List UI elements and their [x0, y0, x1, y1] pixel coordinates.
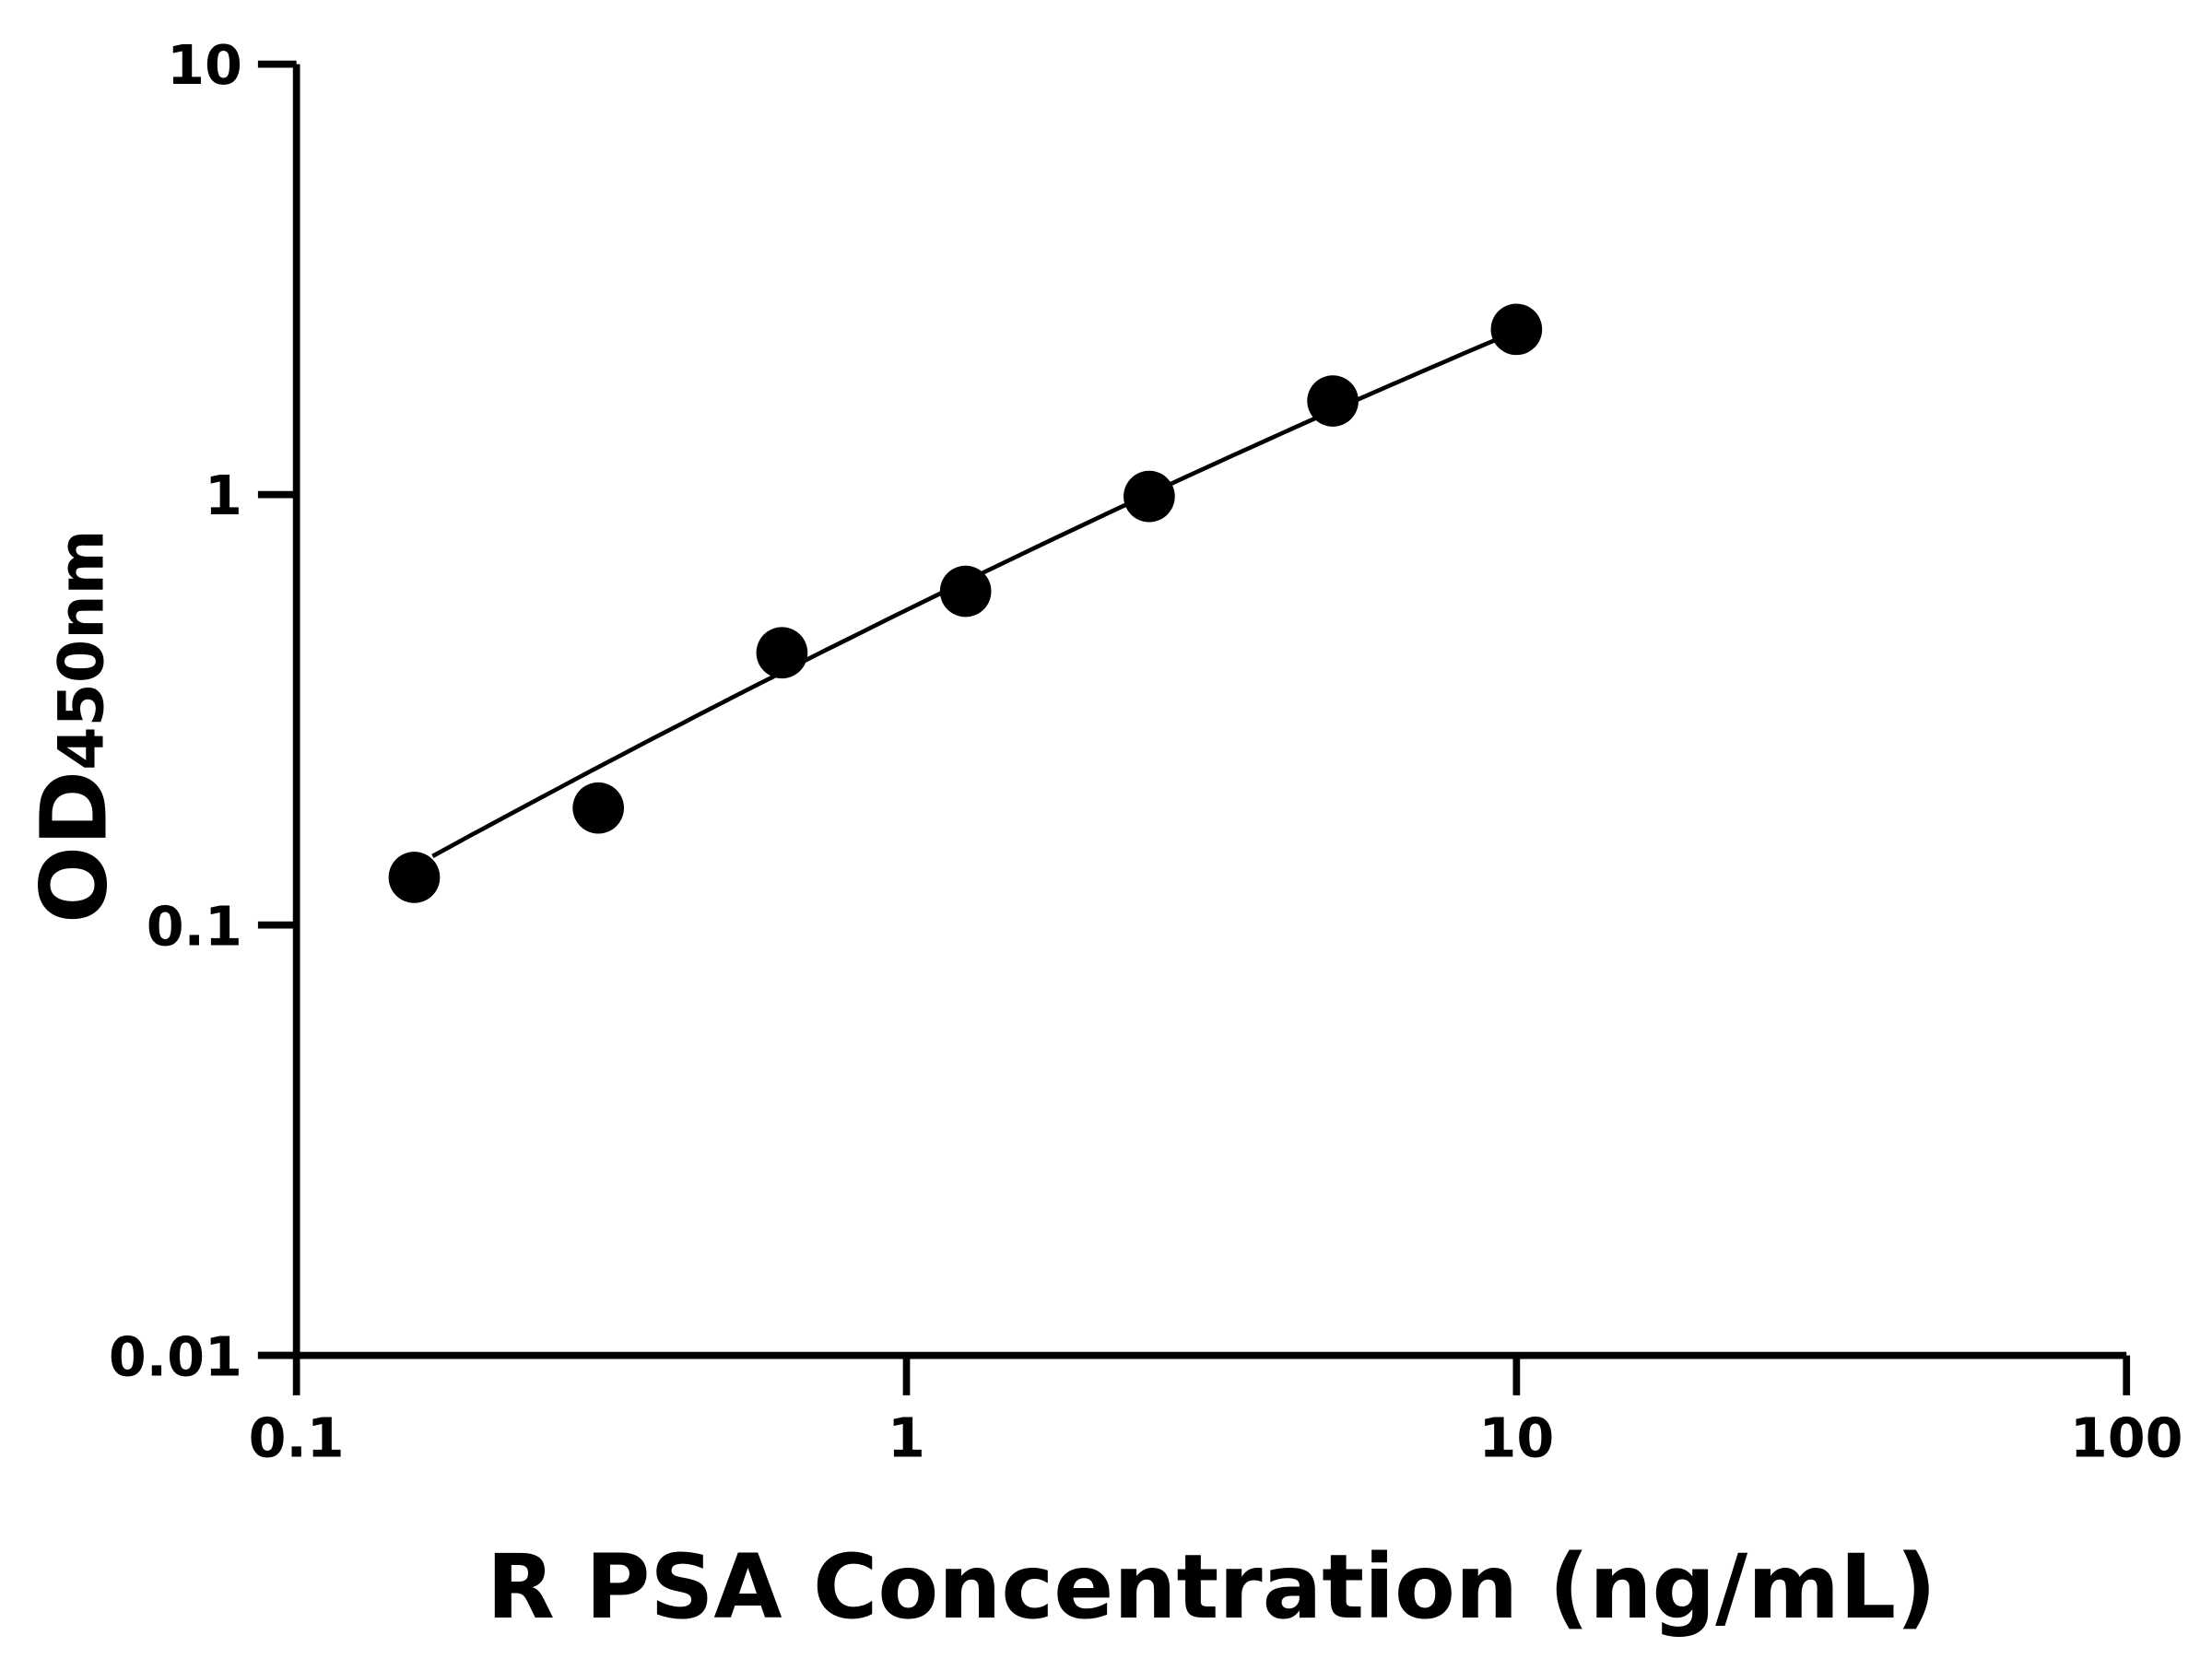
x-tick-label: 10 [1478, 1406, 1554, 1469]
x-tick-label: 0.1 [249, 1406, 345, 1469]
axes [257, 64, 2127, 1359]
data-point [1124, 470, 1175, 523]
y-tick-label: 0.1 [147, 894, 242, 958]
data-point [388, 852, 441, 903]
data-point [1307, 375, 1359, 427]
y-tick-label: 0.01 [109, 1324, 242, 1388]
x-tick-label: 1 [888, 1406, 925, 1469]
y-tick-label: 1 [205, 464, 242, 527]
y-axis-label-main: OD [21, 771, 127, 924]
svg-text:OD450nm: OD450nm [21, 529, 127, 924]
y-tick-label: 10 [167, 33, 242, 97]
x-tick-label: 100 [2070, 1406, 2183, 1469]
y-axis-label-sub: 450nm [45, 529, 118, 770]
data-points [388, 303, 1543, 903]
data-point [1490, 303, 1543, 356]
data-point [939, 565, 992, 618]
data-point [756, 627, 808, 679]
y-axis-label: OD450nm [21, 529, 127, 924]
x-axis-label: R PSA Concentration (ng/mL) [487, 1535, 1936, 1639]
data-point [572, 782, 625, 834]
